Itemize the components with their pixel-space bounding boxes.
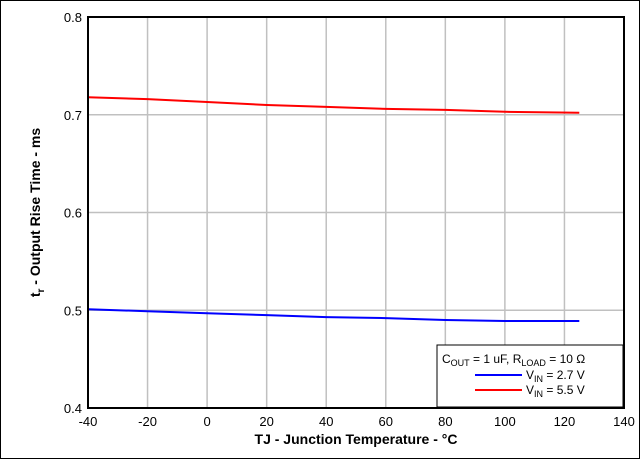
y-tick-label: 0.6 [64,206,82,221]
legend-cout-main: C [442,352,451,366]
legend-rload-value: = 10 Ω [546,352,585,366]
x-tick-label: -40 [79,414,98,429]
legend-vin-main: V [526,368,534,382]
series-line-0 [87,308,580,322]
legend: COUT = 1 uF, RLOAD = 10 Ω VIN = 2.7 V VI… [436,344,624,408]
x-tick-label: 60 [379,414,393,429]
plot-area-border [87,16,625,409]
y-axis-title-main: t [27,292,43,297]
y-tick-label: 0.7 [64,108,82,123]
legend-label-vin-2-7: VIN = 2.7 V [526,368,585,384]
x-tick-label: 120 [554,414,576,429]
legend-rload-sub: LOAD [521,358,546,368]
y-axis-title-rest: - Output Rise Time - ms [27,128,43,289]
x-tick-label: 100 [494,414,516,429]
legend-cout-value: = 1 uF, R [470,352,522,366]
legend-vin-sub: IN [534,389,543,399]
x-axis-title: TJ - Junction Temperature - °C [255,431,458,447]
x-tick-label: 40 [319,414,333,429]
y-tick-label: 0.8 [64,10,82,25]
series-lines [87,96,580,322]
x-tick-label: -20 [138,414,157,429]
x-tick-labels: -40 -20 0 20 40 60 80 100 120 140 [79,414,635,429]
legend-vin-rest: = 2.7 V [543,368,585,382]
legend-condition: COUT = 1 uF, RLOAD = 10 Ω [442,352,585,368]
y-tick-label: 0.5 [64,303,82,318]
legend-vin-main: V [526,383,534,397]
legend-cout-sub: OUT [451,358,471,368]
grid [88,17,624,408]
x-tick-label: 0 [203,414,210,429]
y-tick-label: 0.4 [64,401,82,416]
legend-label-vin-5-5: VIN = 5.5 V [526,383,585,399]
y-tick-labels: 0.4 0.5 0.6 0.7 0.8 [64,10,82,416]
x-tick-label: 140 [613,414,635,429]
y-axis-title: tr - Output Rise Time - ms [27,128,47,298]
legend-vin-sub: IN [534,374,543,384]
x-tick-label: 20 [259,414,273,429]
y-axis-title-sub: r [36,289,47,293]
series-line-1 [87,96,580,114]
legend-box [436,344,624,408]
x-tick-label: 80 [438,414,452,429]
legend-vin-rest: = 5.5 V [543,383,585,397]
